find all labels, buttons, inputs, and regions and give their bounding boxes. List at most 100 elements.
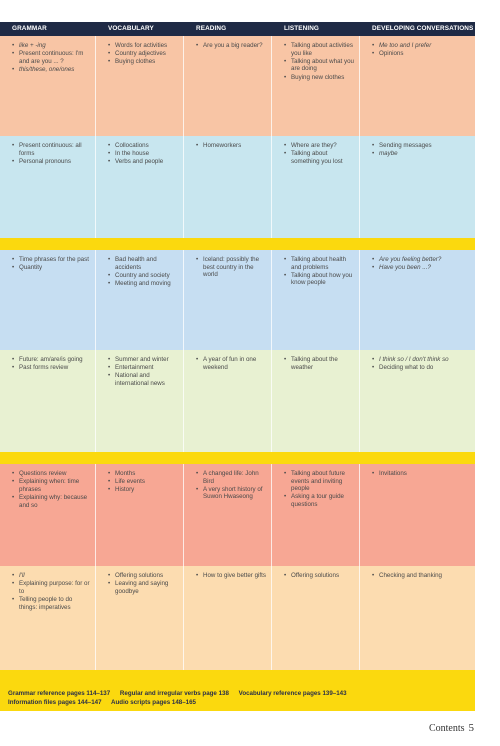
list-item: Summer and winter [108,356,179,364]
list-item: Talking about future events and inviting… [284,470,355,493]
list-item: Are you feeling better? [372,256,471,264]
list-item: Asking a tour guide questions [284,493,355,508]
list-item: Entertainment [108,364,179,372]
list-item: I think so / I don't think so [372,356,471,364]
listening-cell: Offering solutions [272,566,360,670]
unit-row-5: Questions review Explaining when: time p… [0,464,475,567]
vocabulary-reference-link: Vocabulary reference pages 139–143 [238,690,347,697]
vocabulary-cell: Collocations In the house Verbs and peop… [96,136,184,238]
header-vocabulary: VOCABULARY [108,25,154,32]
conversations-cell: Are you feeling better? Have you been ..… [360,250,475,350]
list-item: Country and society [108,272,179,280]
list-item: Invitations [372,470,471,478]
vocabulary-cell: Summer and winter Entertainment National… [96,350,184,452]
list-item: Country adjectives [108,50,179,58]
list-item: How to give better gifts [196,572,267,580]
list-item: Deciding what to do [372,364,471,372]
list-item: In the house [108,150,179,158]
list-item: Talking about what you are doing [284,58,355,73]
list-item: Talking about activities you like [284,42,355,57]
vocabulary-cell: Offering solutions Leaving and saying go… [96,566,184,670]
list-item: Talking about something you lost [284,150,355,165]
list-item: Life events [108,478,179,486]
list-item: Talking about how you know people [284,272,355,287]
header-grammar: GRAMMAR [12,25,47,32]
list-item: Questions review [12,470,91,478]
list-item: Buying new clothes [284,74,355,82]
list-item: Me too and I prefer [372,42,471,50]
footer-label: Contents [428,723,465,734]
list-item: Time phrases for the past [12,256,91,264]
list-item: Iceland: possibly the best country in th… [196,256,267,279]
list-item: Meeting and moving [108,280,179,288]
listening-cell: Talking about the weather [272,350,360,452]
header-developing-conversations: DEVELOPING CONVERSATIONS [372,25,474,32]
list-item: Explaining when: time phrases [12,478,91,493]
audio-scripts-link: Audio scripts pages 148–165 [111,699,196,706]
list-item: Offering solutions [108,572,179,580]
list-item: Months [108,470,179,478]
list-item: Sending messages [372,142,471,150]
information-files-link: Information files pages 144–147 [8,699,102,706]
reading-cell: Are you a big reader? [184,36,272,136]
unit-row-1: like + -ing Present continuous: I'm and … [0,36,475,137]
list-item: Past forms review [12,364,91,372]
list-item: I'll [12,572,91,580]
listening-cell: Talking about health and problems Talkin… [272,250,360,350]
list-item: Bad health and accidents [108,256,179,271]
list-item: A year of fun in one weekend [196,356,267,371]
grammar-cell: Present continuous: all forms Personal p… [0,136,96,238]
list-item: Verbs and people [108,158,179,166]
list-item: History [108,486,179,494]
reading-cell: How to give better gifts [184,566,272,670]
grammar-cell: Time phrases for the past Quantity [0,250,96,350]
conversations-cell: Sending messages maybe [360,136,475,238]
reading-cell: Iceland: possibly the best country in th… [184,250,272,350]
list-item: Talking about the weather [284,356,355,371]
listening-cell: Talking about future events and inviting… [272,464,360,566]
reading-cell: A year of fun in one weekend [184,350,272,452]
list-item: Buying clothes [108,58,179,66]
list-item: Quantity [12,264,91,272]
grammar-reference-link: Grammar reference pages 114–137 [8,690,111,697]
yellow-divider [0,452,475,464]
yellow-divider [0,238,475,250]
vocabulary-cell: Bad health and accidents Country and soc… [96,250,184,350]
conversations-cell: Checking and thanking [360,566,475,670]
list-item: Offering solutions [284,572,355,580]
unit-row-6: I'll Explaining purpose: for or to Telli… [0,566,475,671]
list-item: Collocations [108,142,179,150]
page-footer: Contents 5 [429,722,474,734]
conversations-cell: Invitations [360,464,475,566]
list-item: A changed life: John Bird [196,470,267,485]
listening-cell: Where are they? Talking about something … [272,136,360,238]
list-item: Future: am/are/is going [12,356,91,364]
conversations-cell: I think so / I don't think so Deciding w… [360,350,475,452]
reference-pages-bar: Grammar reference pages 114–137 Regular … [0,685,475,711]
table-header: GRAMMAR VOCABULARY READING LISTENING DEV… [0,22,475,36]
list-item: A very short history of Suwon Hwaseong [196,486,267,501]
list-item: Talking about health and problems [284,256,355,271]
list-item: National and international news [108,372,179,387]
list-item: Explaining purpose: for or to [12,580,91,595]
header-listening: LISTENING [284,25,319,32]
grammar-cell: I'll Explaining purpose: for or to Telli… [0,566,96,670]
list-item: this/these, one/ones [12,66,91,74]
list-item: Have you been ...? [372,264,471,272]
list-item: Opinions [372,50,471,58]
conversations-cell: Me too and I prefer Opinions [360,36,475,136]
list-item: Where are they? [284,142,355,150]
list-item: Leaving and saying goodbye [108,580,179,595]
unit-row-2: Present continuous: all forms Personal p… [0,136,475,239]
reading-cell: Homeworkers [184,136,272,238]
list-item: Are you a big reader? [196,42,267,50]
unit-row-4: Future: am/are/is going Past forms revie… [0,350,475,453]
reading-cell: A changed life: John Bird A very short h… [184,464,272,566]
list-item: Telling people to do things: imperatives [12,596,91,611]
irregular-verbs-link: Regular and irregular verbs page 138 [119,690,229,697]
list-item: Explaining why: because and so [12,494,91,509]
page-number: 5 [468,722,475,734]
grammar-cell: Future: am/are/is going Past forms revie… [0,350,96,452]
yellow-divider [0,670,475,685]
list-item: Present continuous: all forms [12,142,91,157]
